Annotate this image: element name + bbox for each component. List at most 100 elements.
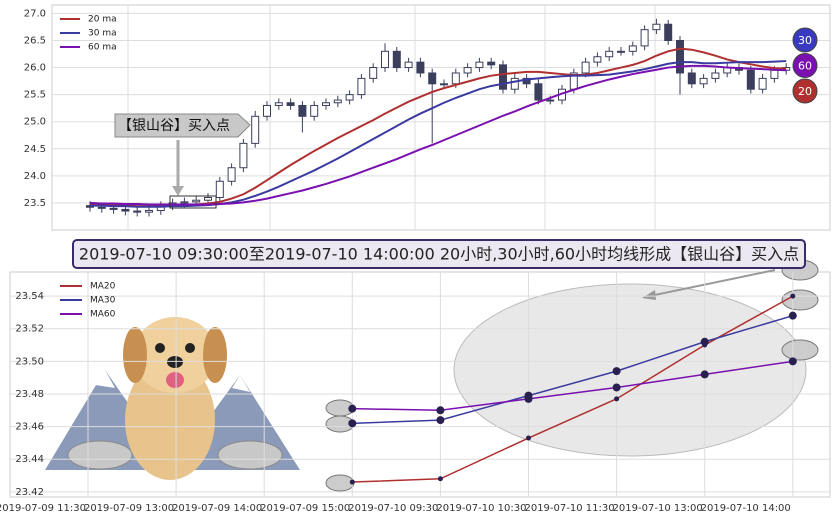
candle-body bbox=[145, 210, 153, 213]
point bbox=[348, 419, 357, 428]
candle-body bbox=[499, 64, 507, 90]
banner-box bbox=[72, 239, 806, 269]
point bbox=[788, 357, 797, 366]
top-frame bbox=[51, 4, 831, 231]
ma-line bbox=[352, 360, 793, 412]
candle-body bbox=[204, 197, 212, 201]
point bbox=[612, 383, 621, 392]
candle-body bbox=[428, 72, 437, 85]
y-tick-label: 23.44 bbox=[15, 454, 44, 465]
ma-line bbox=[89, 64, 787, 206]
dog-tongue bbox=[166, 372, 184, 388]
candle-body bbox=[617, 50, 625, 53]
legend-label: MA30 bbox=[90, 296, 116, 306]
candle-body bbox=[770, 69, 779, 79]
x-tick-label: 2019-07-10 14:00 bbox=[701, 503, 791, 514]
ma-line bbox=[352, 314, 794, 425]
x-tick-label: 2019-07-10 09:30 bbox=[348, 503, 438, 514]
candle-body bbox=[463, 67, 472, 74]
point bbox=[349, 479, 355, 485]
candle-body bbox=[640, 29, 649, 47]
dog-head bbox=[133, 317, 217, 393]
candle-body bbox=[215, 180, 224, 199]
candle-body bbox=[440, 83, 448, 86]
point bbox=[614, 396, 620, 402]
y-tick-label: 25.5 bbox=[24, 90, 46, 101]
point bbox=[436, 416, 445, 425]
badge bbox=[792, 27, 818, 53]
x-tick-label: 2019-07-09 15:00 bbox=[260, 503, 350, 514]
legend-label: 20 ma bbox=[88, 15, 117, 25]
dog-nose bbox=[167, 356, 183, 368]
bottom-frame bbox=[9, 271, 831, 498]
candle-body bbox=[746, 69, 755, 90]
dog-ear bbox=[203, 327, 227, 383]
y-tick-label: 24.0 bbox=[24, 171, 46, 182]
y-tick-label: 23.52 bbox=[15, 324, 44, 335]
candle-body bbox=[392, 50, 401, 69]
x-tick-label: 2019-07-09 13:00 bbox=[84, 503, 174, 514]
snow bbox=[232, 375, 250, 392]
candle-body bbox=[227, 167, 236, 182]
x-tick-label: 2019-07-10 11:30 bbox=[524, 503, 614, 514]
candle-body bbox=[357, 77, 366, 96]
legend-label: 60 ma bbox=[88, 43, 117, 53]
point bbox=[437, 476, 443, 482]
pointer-arrow bbox=[644, 269, 776, 298]
y-tick-label: 23.5 bbox=[24, 198, 46, 209]
candle-body bbox=[310, 104, 319, 117]
y-tick-label: 23.42 bbox=[15, 487, 44, 498]
candle-body bbox=[239, 142, 248, 169]
bottom-plot: 23.42 23.44 23.46 23.48 23.50 23.52 23.54 2019-… bbox=[0, 272, 830, 514]
candle-body bbox=[121, 208, 130, 212]
candle-body bbox=[593, 56, 602, 63]
candle-body bbox=[263, 104, 271, 117]
y-tick-label: 26.0 bbox=[24, 63, 46, 74]
x-tick-label: 2019-07-10 10:30 bbox=[436, 503, 526, 514]
highlight-ellipse bbox=[453, 283, 807, 457]
point bbox=[348, 404, 357, 413]
annotation-box bbox=[114, 113, 251, 138]
candle-body bbox=[699, 77, 708, 85]
point bbox=[700, 370, 709, 379]
candle-body bbox=[416, 61, 425, 74]
candle-body bbox=[322, 102, 330, 106]
y-tick-label: 26.5 bbox=[24, 35, 46, 46]
candle-body bbox=[381, 50, 389, 69]
candle-body bbox=[628, 45, 637, 52]
snow bbox=[95, 370, 115, 388]
point bbox=[526, 435, 531, 441]
signal-box bbox=[169, 195, 217, 209]
candle-body bbox=[510, 77, 519, 90]
candle-body bbox=[404, 61, 413, 69]
legend-label: 30 ma bbox=[88, 29, 117, 39]
candle-body bbox=[180, 201, 189, 204]
point bbox=[788, 311, 797, 320]
candle-body bbox=[345, 94, 354, 101]
candle-body bbox=[546, 99, 555, 102]
point bbox=[700, 337, 709, 346]
point bbox=[790, 293, 796, 299]
badge-label: 20 bbox=[798, 85, 812, 98]
silver-ingot bbox=[781, 289, 819, 311]
candle-body bbox=[369, 67, 378, 79]
candle-body bbox=[251, 115, 260, 144]
y-tick-label: 24.5 bbox=[24, 144, 46, 155]
candle-body bbox=[605, 50, 614, 58]
annotation-text: 【银山谷】买入点 bbox=[118, 118, 230, 134]
point bbox=[612, 367, 621, 376]
candle-body bbox=[192, 199, 201, 203]
candle-body bbox=[133, 210, 142, 213]
candle-body bbox=[286, 102, 295, 106]
annotation-arrowhead bbox=[172, 186, 184, 196]
candle-body bbox=[534, 83, 543, 101]
badge-label: 60 bbox=[798, 60, 812, 73]
y-tick-label: 23.46 bbox=[15, 422, 44, 433]
candle-body bbox=[652, 23, 661, 31]
y-tick-label: 25.0 bbox=[24, 117, 46, 128]
top-plot: 23.5 24.0 24.5 25.0 25.5 26.0 26.5 27.0 20 ma 30 … bbox=[24, 5, 830, 230]
dog-body bbox=[125, 360, 215, 480]
candle-body bbox=[758, 77, 767, 90]
candle-body bbox=[274, 102, 283, 106]
